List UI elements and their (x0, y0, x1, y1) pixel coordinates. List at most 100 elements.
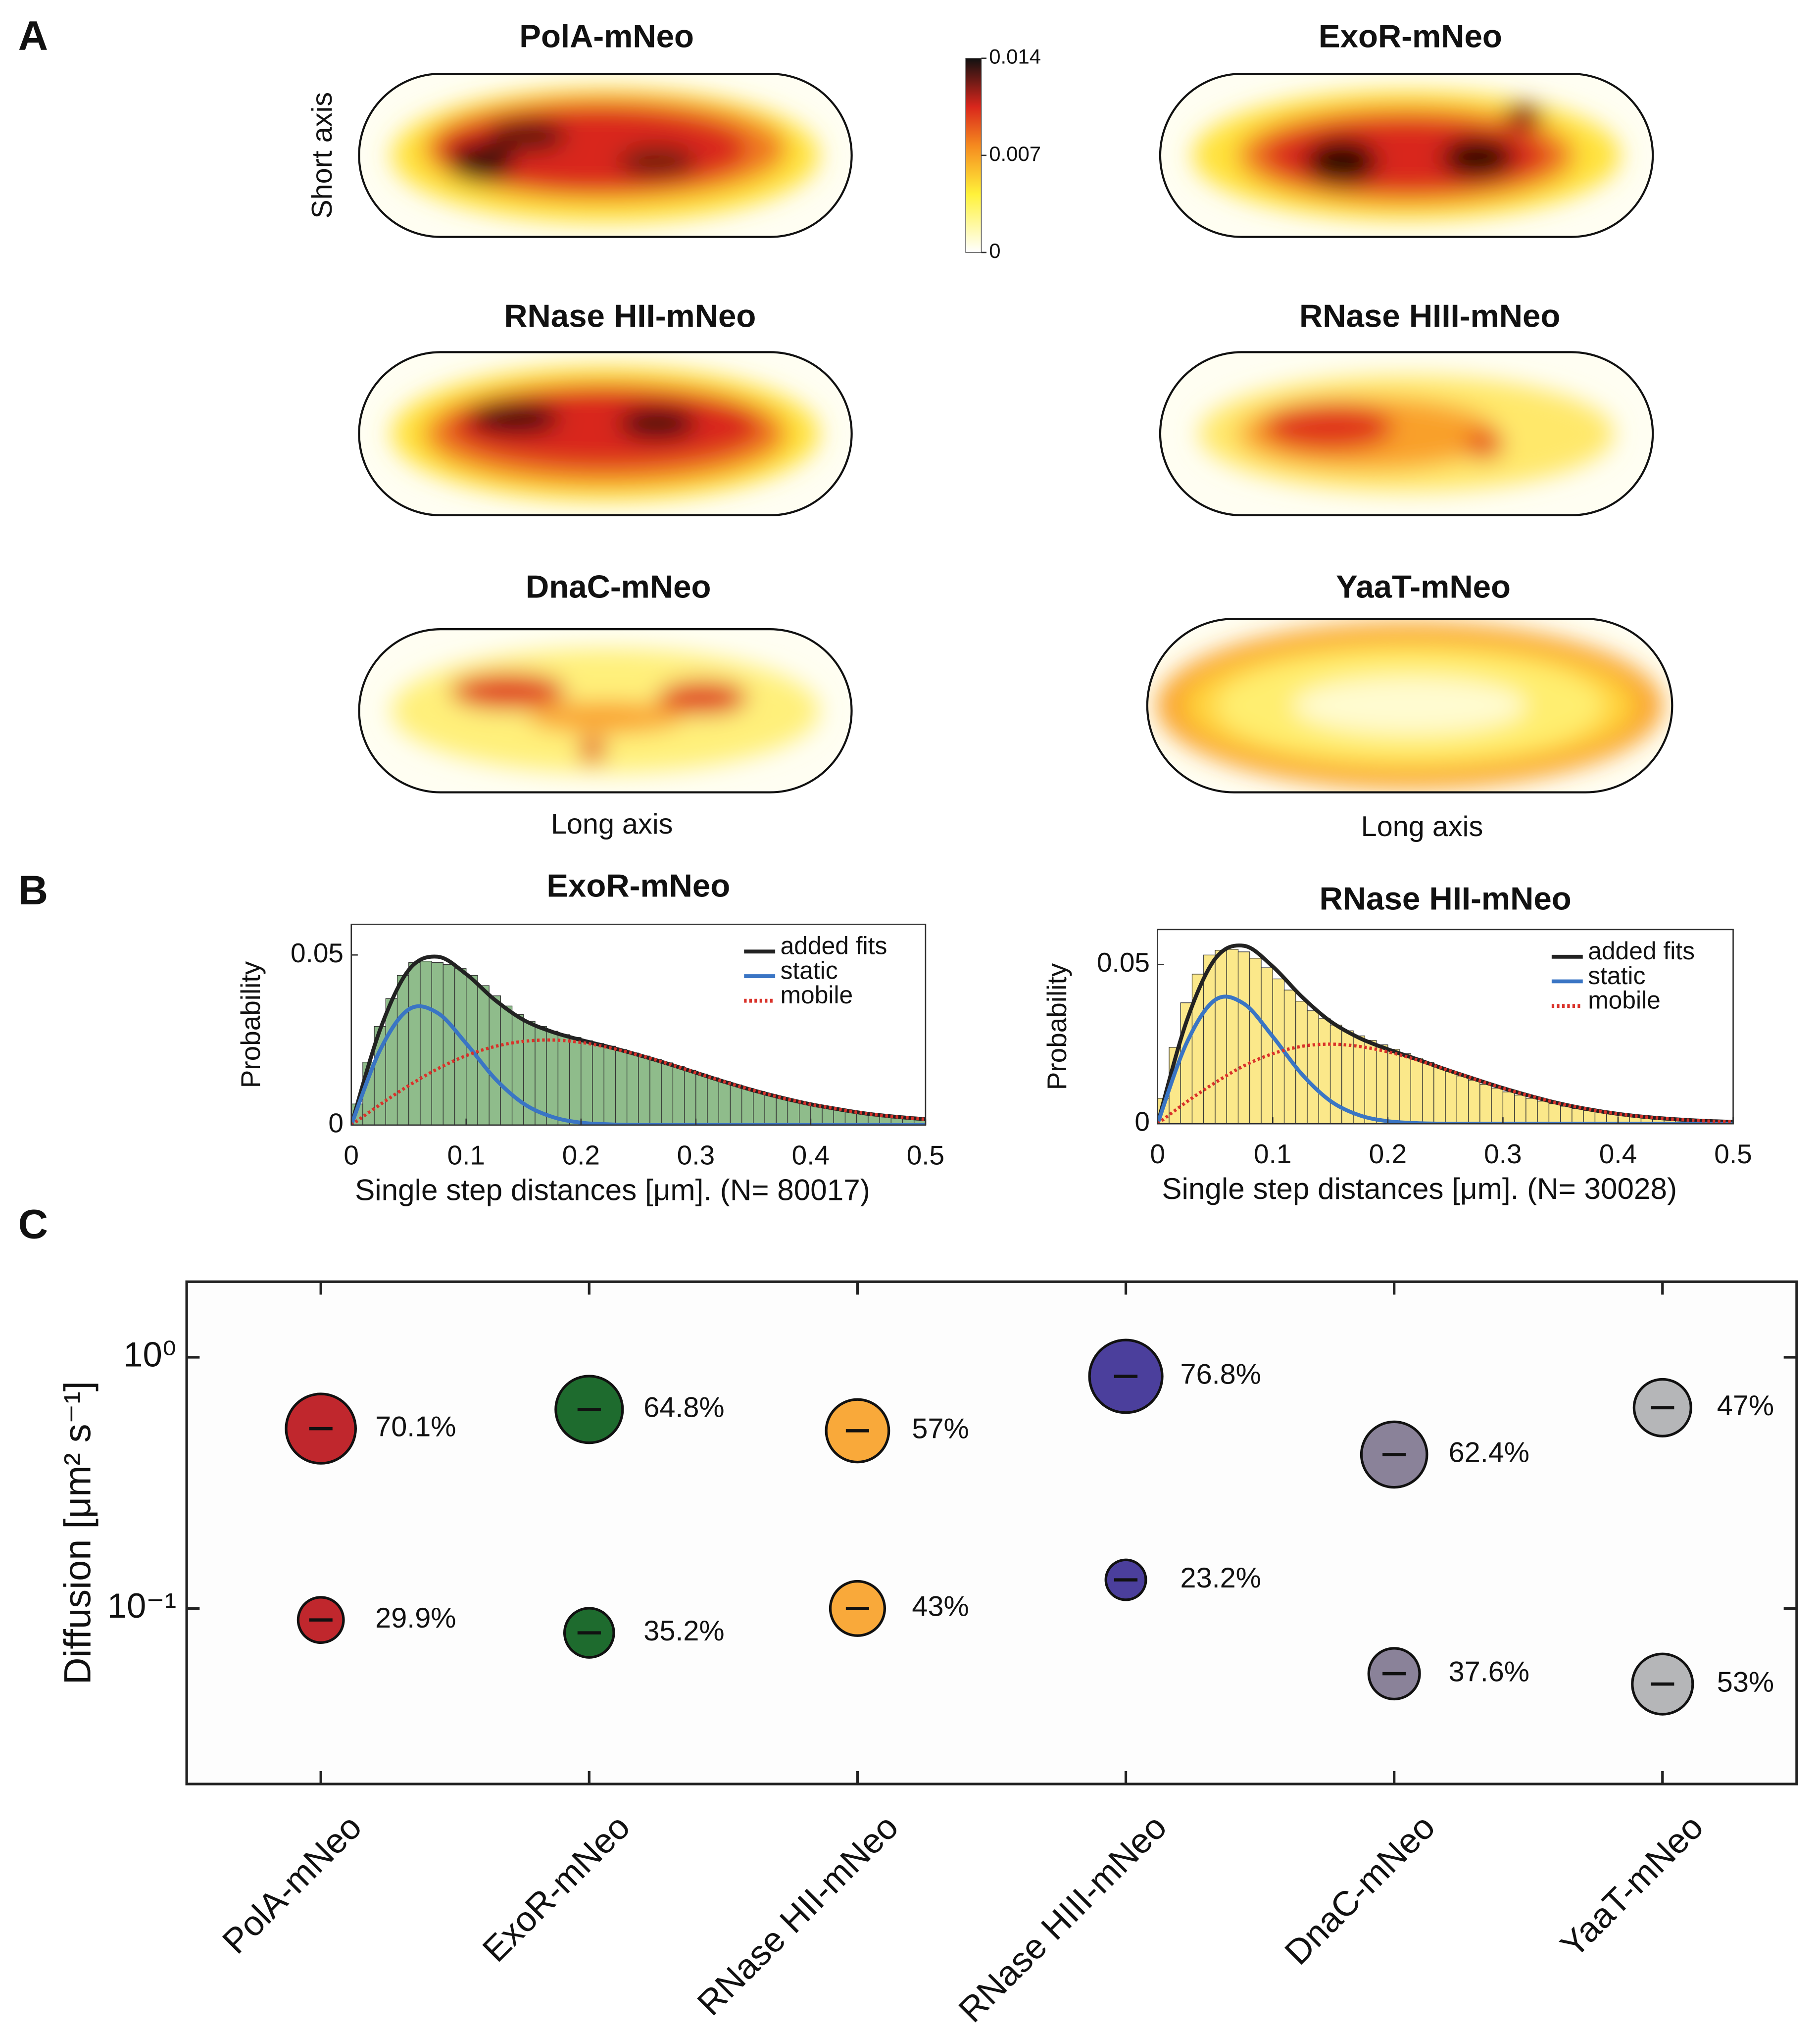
fit-curve (351, 1038, 926, 1125)
histogram-bar (1422, 1062, 1434, 1124)
density-blob (579, 737, 606, 763)
histogram-bar (477, 985, 490, 1126)
histogram-bar (1572, 1108, 1584, 1124)
panel-label: C (18, 1201, 49, 1247)
axis-label: Short axis (306, 92, 338, 219)
x-tick-label: 0.3 (677, 1140, 715, 1171)
histogram-bar (592, 1043, 604, 1126)
histogram-bar (1410, 1058, 1423, 1124)
y-tick-label: 0 (1134, 1106, 1150, 1137)
legend-label: added fits (781, 932, 887, 960)
heatmap-title: RNase HIII-mNeo (1299, 298, 1560, 334)
histogram-bar (707, 1077, 719, 1126)
histogram-bar (1491, 1088, 1504, 1124)
histogram-bar (1307, 1010, 1319, 1124)
heatmap-title: PolA-mNeo (519, 18, 694, 54)
histogram-bar (1249, 958, 1262, 1124)
heatmap-density (1157, 623, 1663, 789)
heatmap-density (1199, 375, 1614, 492)
histogram-bar (799, 1102, 811, 1126)
histogram-bar (408, 962, 421, 1126)
bubble-label: 57% (912, 1413, 969, 1445)
x-axis-label: Single step distances [μm]. (N= 30028) (1162, 1172, 1677, 1205)
histogram-bar (443, 964, 455, 1126)
bubble-label: 29.9% (375, 1602, 456, 1634)
x-tick-label: 0.3 (1484, 1139, 1522, 1169)
histogram-bar (672, 1066, 685, 1126)
x-tick-label: 0.4 (792, 1140, 830, 1171)
density-blob (527, 701, 684, 733)
histogram-bar (454, 968, 467, 1126)
y-tick-label: 0 (328, 1107, 344, 1138)
y-tick-label: 10⁻¹ (107, 1586, 177, 1625)
histogram-bar (546, 1031, 559, 1126)
plot-frame (185, 1280, 1798, 1785)
x-tick-label: PolA-mNeo (215, 1807, 369, 1961)
fit-curve (1157, 1042, 1733, 1124)
legend-label: static (781, 956, 838, 984)
y-axis-label: Probability (1041, 963, 1072, 1090)
x-tick-label: 0 (1150, 1139, 1165, 1169)
bubble-label: 43% (912, 1591, 969, 1623)
density-blob (449, 142, 515, 182)
histogram-bar (1261, 967, 1273, 1124)
histogram-bar (396, 975, 409, 1126)
histogram-bar (787, 1099, 800, 1126)
bubble-label: 35.2% (643, 1615, 724, 1647)
histogram-bar (489, 995, 501, 1126)
bubble-label: 53% (1717, 1666, 1774, 1698)
histogram-bar (385, 998, 398, 1126)
histogram-bar (581, 1040, 593, 1126)
heatmap (1160, 74, 1653, 237)
heatmap-title: ExoR-mNeo (1319, 18, 1502, 54)
histogram-bar (1203, 954, 1216, 1124)
colorbar (965, 57, 982, 253)
cell-outline (1159, 72, 1654, 238)
histogram-bar (431, 962, 444, 1126)
histogram-bar (649, 1059, 662, 1126)
density-blob (1305, 138, 1378, 186)
density-blob (1441, 137, 1514, 179)
legend-label: mobile (781, 981, 853, 1009)
bubble-label: 37.6% (1449, 1656, 1529, 1687)
density-blob (1264, 404, 1394, 451)
heatmap (1147, 619, 1672, 792)
histogram-bar (1560, 1106, 1573, 1124)
heatmap (359, 629, 852, 792)
histogram-bar (1525, 1098, 1538, 1124)
x-tick-label: RNase HIII-mNeo (951, 1807, 1174, 2030)
heatmap-title: DnaC-mNeo (526, 568, 711, 604)
heatmap-density (391, 88, 820, 223)
chart-title: RNase HII-mNeo (1320, 881, 1572, 917)
y-axis-label: Diffusion [μm² s⁻¹] (56, 1381, 98, 1684)
histogram-bar (511, 1014, 524, 1126)
histogram-bar (1433, 1067, 1446, 1124)
heatmap-density (391, 648, 820, 773)
cell-outline (1146, 618, 1673, 793)
histogram-bar (638, 1055, 650, 1126)
histogram-bar (1468, 1080, 1480, 1124)
density-blob (1293, 677, 1526, 734)
histogram-bar (1364, 1040, 1377, 1124)
x-tick-label: 0.2 (1369, 1139, 1407, 1169)
fit-curve (1157, 943, 1733, 1124)
density-blob (618, 146, 696, 178)
cell-outline (1159, 351, 1654, 517)
histogram-bar (603, 1045, 616, 1126)
heatmap-title: RNase HII-mNeo (504, 298, 756, 334)
histogram-bar (695, 1074, 708, 1126)
density-blob (489, 120, 567, 152)
legend-label: added fits (1588, 937, 1695, 965)
heatmap (359, 74, 852, 237)
histogram-bar (1226, 949, 1239, 1124)
histogram-bar (1583, 1110, 1596, 1124)
bubble-label: 62.4% (1449, 1437, 1529, 1469)
y-tick-label: 10⁰ (123, 1335, 176, 1374)
histogram-bar (776, 1097, 788, 1126)
x-tick-label: 0.2 (562, 1140, 600, 1171)
heatmap-density (1192, 91, 1621, 220)
legend-label: static (1588, 962, 1645, 990)
bubble-label: 76.8% (1181, 1359, 1261, 1390)
x-tick-label: 0 (344, 1140, 359, 1171)
histogram-bar (753, 1091, 765, 1126)
